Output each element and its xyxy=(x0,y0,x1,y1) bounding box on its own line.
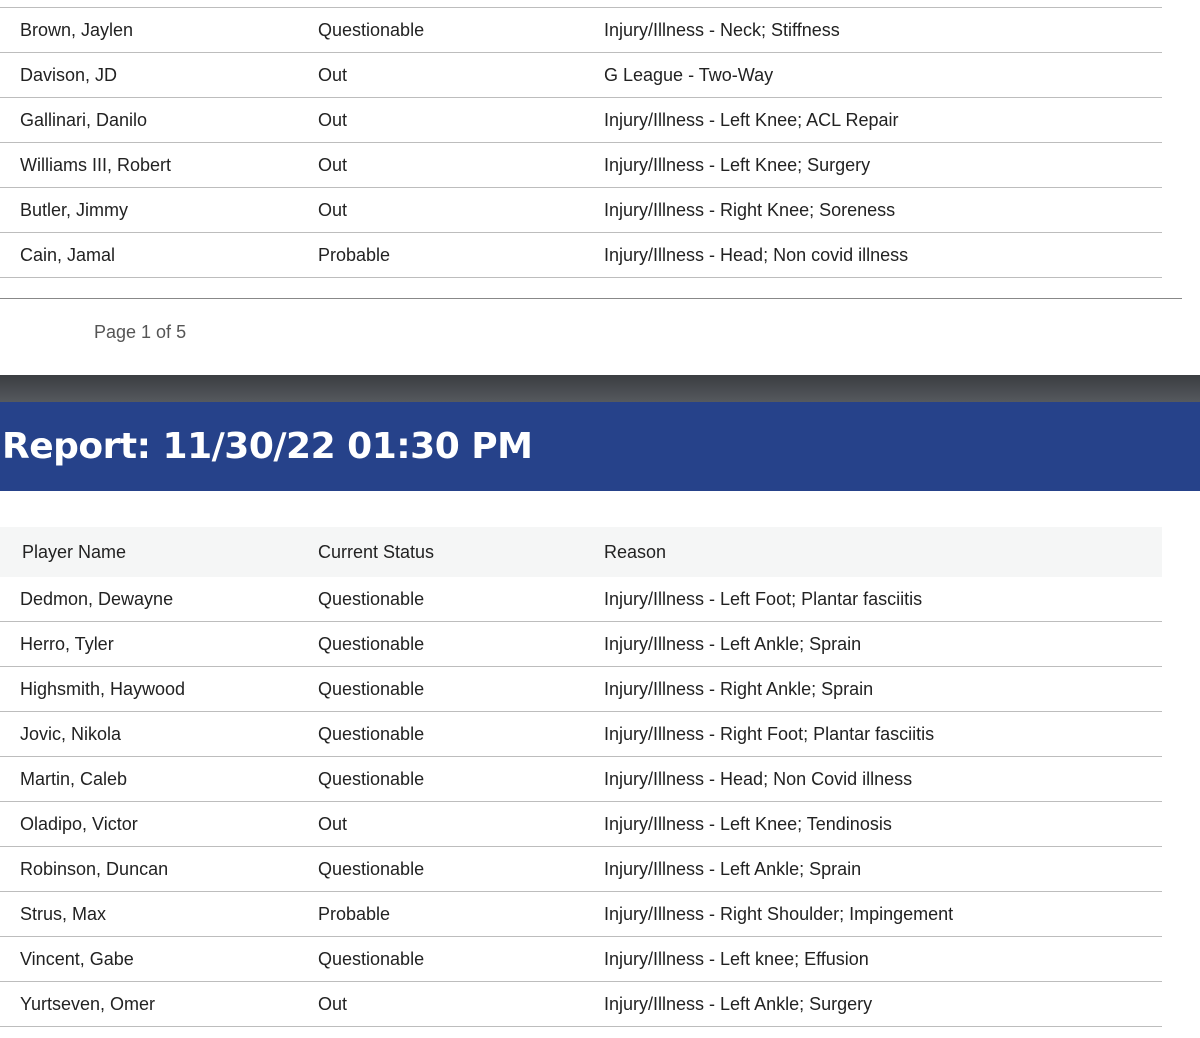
player-name-cell: Butler, Jimmy xyxy=(20,200,129,220)
status-cell: Out xyxy=(318,814,348,834)
player-name-cell: Williams III, Robert xyxy=(20,155,172,175)
report-title: Report: 11/30/22 01:30 PM xyxy=(2,426,533,467)
table-row: Yurtseven, Omer Out Injury/Illness - Left … xyxy=(0,982,1162,1027)
reason-cell: Injury/Illness - Left Knee; Tendinosis xyxy=(604,814,892,834)
reason-cell: Injury/Illness - Head; Non Covid illness xyxy=(604,769,913,789)
reason-cell: Injury/Illness - Right Foot; Plantar fas… xyxy=(604,724,935,744)
player-name-cell: Cain, Jamal xyxy=(20,245,116,265)
table-row: Davison, JD Out G League - Two-Way xyxy=(0,53,1162,98)
reason-cell: Injury/Illness - Left Knee; ACL Repair xyxy=(604,110,899,130)
reason-cell: Injury/Illness - Left Ankle; Surgery xyxy=(604,994,873,1014)
player-name-cell: Strus, Max xyxy=(20,904,107,924)
header-current-status: Current Status xyxy=(318,542,435,562)
reason-cell: Injury/Illness - Neck; Stiffness xyxy=(604,20,840,40)
player-name-cell: Oladipo, Victor xyxy=(20,814,138,834)
page-break-band xyxy=(0,375,1200,402)
table-row: Brown, Jaylen Questionable Injury/Illness … xyxy=(0,8,1162,53)
status-cell: Questionable xyxy=(318,949,425,969)
status-cell: Out xyxy=(318,200,348,220)
status-cell: Questionable xyxy=(318,679,425,699)
status-cell: Out xyxy=(318,65,348,85)
reason-cell: Injury/Illness - Head; Non covid illness xyxy=(604,245,909,265)
status-cell: Out xyxy=(318,110,348,130)
status-cell: Questionable xyxy=(318,589,425,609)
reason-cell: Injury/Illness - Left Knee; Surgery xyxy=(604,155,871,175)
reason-cell: Injury/Illness - Left Ankle; Sprain xyxy=(604,859,862,879)
player-name-cell: Gallinari, Danilo xyxy=(20,110,148,130)
status-cell: Out xyxy=(318,155,348,175)
status-cell: Questionable xyxy=(318,20,425,40)
table-row: Highsmith, Haywood Questionable Injury/Ill… xyxy=(0,667,1162,712)
report-banner: Report: 11/30/22 01:30 PM xyxy=(0,402,1200,491)
table-row: Dedmon, Dewayne Questionable Injury/Illnes… xyxy=(0,577,1162,622)
player-name-cell: Robinson, Duncan xyxy=(20,859,169,879)
player-name-cell: Brown, Jaylen xyxy=(20,20,134,40)
injury-table-previous: Brown, Jaylen Questionable Injury/Illness … xyxy=(0,7,1162,278)
player-name-cell: Herro, Tyler xyxy=(20,634,114,654)
reason-cell: Injury/Illness - Right Ankle; Sprain xyxy=(604,679,874,699)
table-row: Vincent, Gabe Questionable Injury/Illness … xyxy=(0,937,1162,982)
page-indicator: Page 1 of 5 xyxy=(94,322,187,342)
header-player-name: Player Name xyxy=(22,542,127,562)
player-name-cell: Dedmon, Dewayne xyxy=(20,589,174,609)
table-row: Strus, Max Probable Injury/Illness - Right… xyxy=(0,892,1162,937)
player-name-cell: Vincent, Gabe xyxy=(20,949,134,969)
player-name-cell: Jovic, Nikola xyxy=(20,724,122,744)
table-header: Player Name Current Status Reason xyxy=(0,527,1162,577)
status-cell: Out xyxy=(318,994,348,1014)
status-cell: Questionable xyxy=(318,634,425,654)
reason-cell: Injury/Illness - Right Knee; Soreness xyxy=(604,200,896,220)
player-name-cell: Davison, JD xyxy=(20,65,118,85)
player-name-cell: Martin, Caleb xyxy=(20,769,128,789)
header-reason: Reason xyxy=(604,542,667,562)
player-name-cell: Highsmith, Haywood xyxy=(20,679,186,699)
status-cell: Questionable xyxy=(318,769,425,789)
table-row: Martin, Caleb Questionable Injury/Illness … xyxy=(0,757,1162,802)
status-cell: Questionable xyxy=(318,859,425,879)
reason-cell: Injury/Illness - Right Shoulder; Impinge… xyxy=(604,904,954,924)
status-cell: Questionable xyxy=(318,724,425,744)
table-row: Oladipo, Victor Out Injury/Illness - Left … xyxy=(0,802,1162,847)
table-row: Robinson, Duncan Questionable Injury/Illne… xyxy=(0,847,1162,892)
table-row: Jovic, Nikola Questionable Injury/Illness … xyxy=(0,712,1162,757)
reason-cell: Injury/Illness - Left knee; Effusion xyxy=(604,949,869,969)
status-cell: Probable xyxy=(318,245,391,265)
player-name-cell: Yurtseven, Omer xyxy=(20,994,156,1014)
reason-cell: Injury/Illness - Left Foot; Plantar fasc… xyxy=(604,589,923,609)
reason-cell: G League - Two-Way xyxy=(604,65,774,85)
table-row: Butler, Jimmy Out Injury/Illness - Right K… xyxy=(0,188,1162,233)
table-row: Williams III, Robert Out Injury/Illness - … xyxy=(0,143,1162,188)
table-row: Cain, Jamal Probable Injury/Illness - Head… xyxy=(0,233,1162,278)
table-row: Herro, Tyler Questionable Injury/Illness -… xyxy=(0,622,1162,667)
reason-cell: Injury/Illness - Left Ankle; Sprain xyxy=(604,634,862,654)
table-row: Gallinari, Danilo Out Injury/Illness - Lef… xyxy=(0,98,1162,143)
divider xyxy=(0,298,1182,299)
injury-table: Player Name Current Status Reason Dedmon… xyxy=(0,527,1162,1027)
status-cell: Probable xyxy=(318,904,391,924)
